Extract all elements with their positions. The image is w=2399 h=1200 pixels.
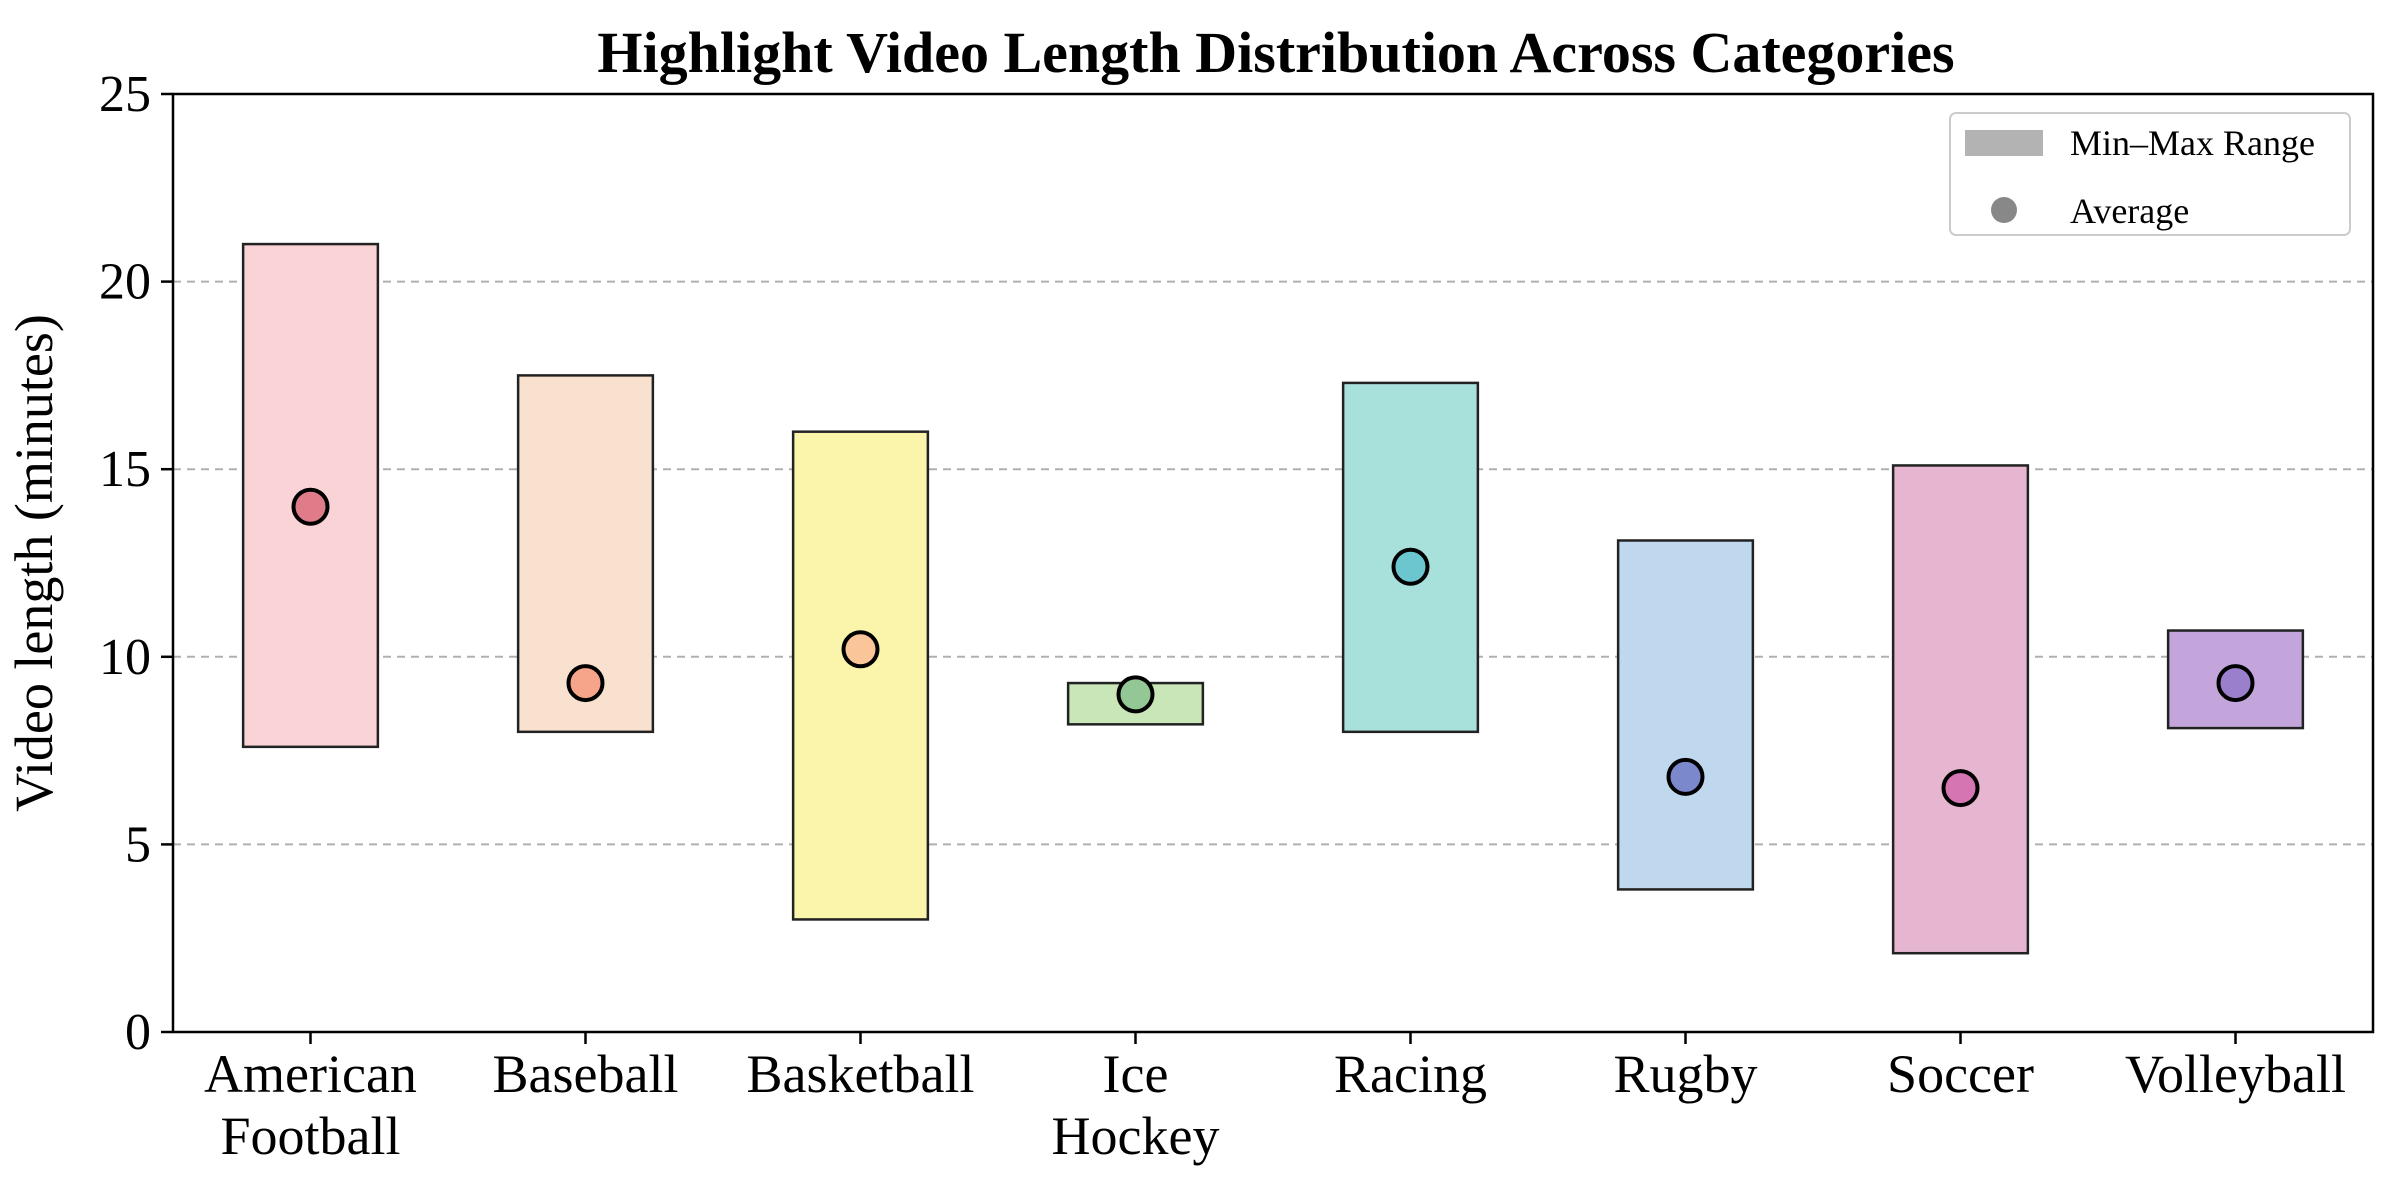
legend-label: Min–Max Range	[2070, 123, 2315, 163]
range-bar	[1616, 539, 1755, 891]
average-point	[1116, 675, 1155, 714]
range-bar	[1891, 464, 2030, 955]
average-point	[2216, 664, 2255, 703]
y-tick-label: 25	[99, 66, 151, 123]
y-tick-label: 20	[99, 254, 151, 311]
average-point	[841, 630, 880, 669]
y-tick-label: 15	[99, 441, 151, 498]
average-point	[1391, 547, 1430, 586]
average-point	[566, 664, 605, 703]
legend-box	[1949, 112, 2351, 236]
average-point	[1666, 757, 1705, 796]
legend-average-swatch	[1991, 197, 2017, 223]
range-bar	[791, 430, 930, 921]
y-tick-label: 5	[125, 816, 151, 873]
x-tick-label: Basketball	[747, 1044, 975, 1104]
x-tick-label: Racing	[1334, 1044, 1487, 1104]
x-tick-label: Soccer	[1887, 1044, 2034, 1104]
x-tick-label: Rugby	[1613, 1044, 1757, 1104]
x-tick-label: Volleyball	[2125, 1044, 2346, 1104]
x-tick-label: Baseball	[493, 1044, 679, 1104]
average-point	[1941, 769, 1980, 808]
x-tick-label: American	[204, 1044, 417, 1104]
grid-lines	[173, 280, 2373, 846]
range-bars	[241, 242, 2305, 955]
average-point	[291, 487, 330, 526]
chart-title: Highlight Video Length Distribution Acro…	[597, 20, 1954, 85]
x-tick-label: Hockey	[1052, 1106, 1220, 1166]
average-points	[291, 487, 2255, 808]
x-tick-label: Ice	[1103, 1044, 1169, 1104]
x-tick-label: Football	[220, 1106, 400, 1166]
y-tick-label: 10	[99, 629, 151, 686]
y-tick-label: 0	[125, 1004, 151, 1061]
legend-label: Average	[2070, 191, 2189, 231]
y-axis-label: Video length (minutes)	[4, 314, 64, 812]
legend-range-swatch	[1965, 130, 2043, 156]
legend: Min–Max Range Average	[1949, 112, 2351, 236]
y-axis-ticks: 0 5 10 15 20 25	[99, 66, 173, 1061]
plot-area-frame	[171, 92, 2375, 1034]
